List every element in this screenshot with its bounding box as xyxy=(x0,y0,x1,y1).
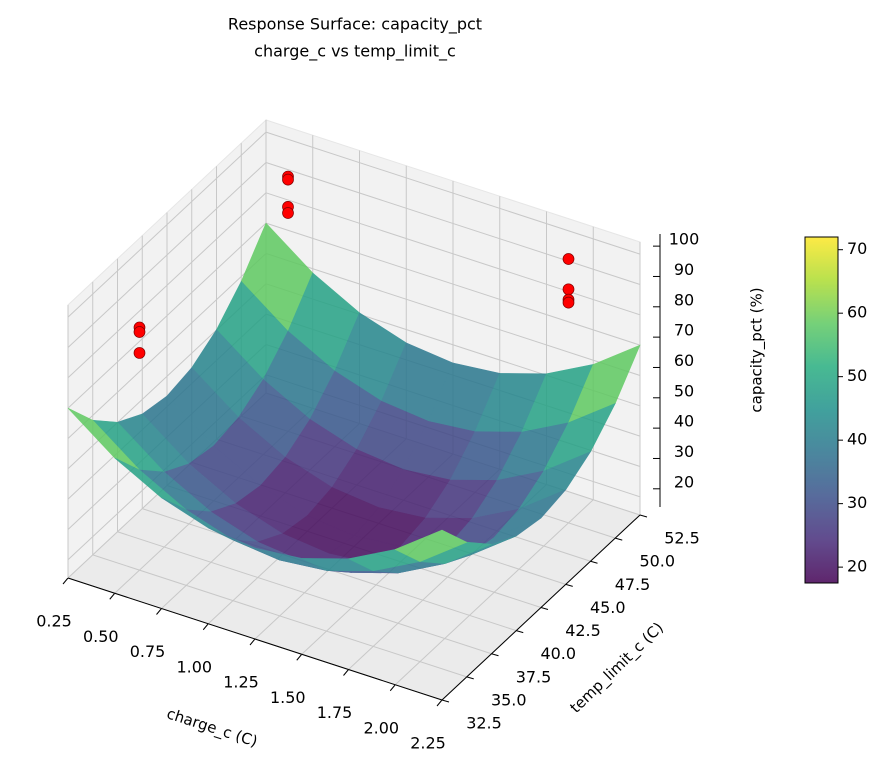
tick-mark xyxy=(540,607,549,610)
tick-mark xyxy=(62,577,69,585)
tick-mark xyxy=(249,638,256,646)
x-tick-label: 0.25 xyxy=(36,612,72,631)
tick-mark xyxy=(516,630,524,634)
colorbar-tick-label: 30 xyxy=(847,493,867,512)
z-tick-label: 70 xyxy=(674,321,694,340)
y-tick-label: 50.0 xyxy=(639,552,675,571)
y-axis-line xyxy=(441,514,641,701)
y-tick-label: 35.0 xyxy=(491,690,527,709)
tick-mark xyxy=(441,699,450,703)
data-point xyxy=(282,173,294,186)
z-tick-label: 60 xyxy=(674,351,694,370)
grid-line xyxy=(92,554,467,678)
grid-line xyxy=(265,161,641,285)
x-tick-label: 1.25 xyxy=(223,673,259,692)
x-axis-label: charge_c (C) xyxy=(164,704,260,751)
colorbar-tick-label: 40 xyxy=(847,430,867,449)
x-tick-label: 1.50 xyxy=(270,688,306,707)
z-tick-label: 50 xyxy=(674,381,694,400)
z-tick-label: 100 xyxy=(669,230,700,249)
y-tick-label: 47.5 xyxy=(615,575,651,594)
tick-mark xyxy=(491,653,499,657)
colorbar-tick-label: 60 xyxy=(847,303,867,322)
y-tick-label: 37.5 xyxy=(516,667,552,686)
x-tick-label: 2.00 xyxy=(363,718,399,737)
x-tick-label: 0.75 xyxy=(130,642,166,661)
chart-subtitle: charge_c vs temp_limit_c xyxy=(254,42,456,62)
z-tick-label: 90 xyxy=(674,260,694,279)
x-axis-line xyxy=(67,577,443,701)
colorbar-tick-label: 20 xyxy=(847,557,867,576)
tick-mark xyxy=(389,684,396,692)
surface xyxy=(67,222,641,574)
colorbar xyxy=(804,236,839,584)
grid-line xyxy=(265,252,641,376)
y-tick-label: 52.5 xyxy=(664,529,700,548)
colorbar-tick-label: 70 xyxy=(847,239,867,258)
grid-line xyxy=(67,162,267,348)
tick-mark xyxy=(202,623,209,631)
tick-mark xyxy=(109,592,116,600)
data-point xyxy=(133,326,146,338)
surface-patch xyxy=(394,529,468,562)
y-tick-label: 45.0 xyxy=(590,598,626,617)
tick-mark xyxy=(590,560,598,564)
tick-mark xyxy=(615,537,623,541)
grid-line xyxy=(67,131,267,318)
grid-line xyxy=(265,222,641,346)
grid-line xyxy=(67,253,267,439)
data-point xyxy=(133,347,146,359)
grid-line xyxy=(67,192,267,379)
tick-mark xyxy=(639,514,648,518)
chart-title: Response Surface: capacity_pct xyxy=(228,15,482,35)
z-tick-label: 20 xyxy=(674,472,694,491)
z-tick-label: 80 xyxy=(674,290,694,309)
data-point xyxy=(562,283,575,296)
y-tick-label: 32.5 xyxy=(466,714,502,733)
tick-mark xyxy=(343,669,349,676)
tick-mark xyxy=(466,676,474,680)
tick-mark xyxy=(565,583,573,587)
grid-line xyxy=(117,531,492,655)
grid-line xyxy=(265,192,641,316)
z-tick-label: 30 xyxy=(674,442,694,461)
x-tick-label: 2.25 xyxy=(410,734,446,753)
data-point xyxy=(562,296,575,309)
x-tick-label: 1.75 xyxy=(317,703,353,722)
grid-line xyxy=(67,222,267,409)
y-tick-label: 40.0 xyxy=(540,644,576,663)
tick-mark xyxy=(156,608,162,615)
grid-line xyxy=(265,131,641,255)
tick-mark xyxy=(296,653,303,661)
tick-mark xyxy=(436,699,443,707)
z-axis-label: capacity_pct (%) xyxy=(748,287,767,412)
y-tick-label: 42.5 xyxy=(565,621,601,640)
data-point xyxy=(562,253,575,265)
colorbar-frame xyxy=(804,236,839,584)
data-point xyxy=(282,207,294,219)
colorbar-tick-label: 50 xyxy=(847,366,867,385)
x-tick-label: 1.00 xyxy=(176,657,212,676)
z-tick-label: 40 xyxy=(674,412,694,431)
x-tick-label: 0.50 xyxy=(83,627,119,646)
